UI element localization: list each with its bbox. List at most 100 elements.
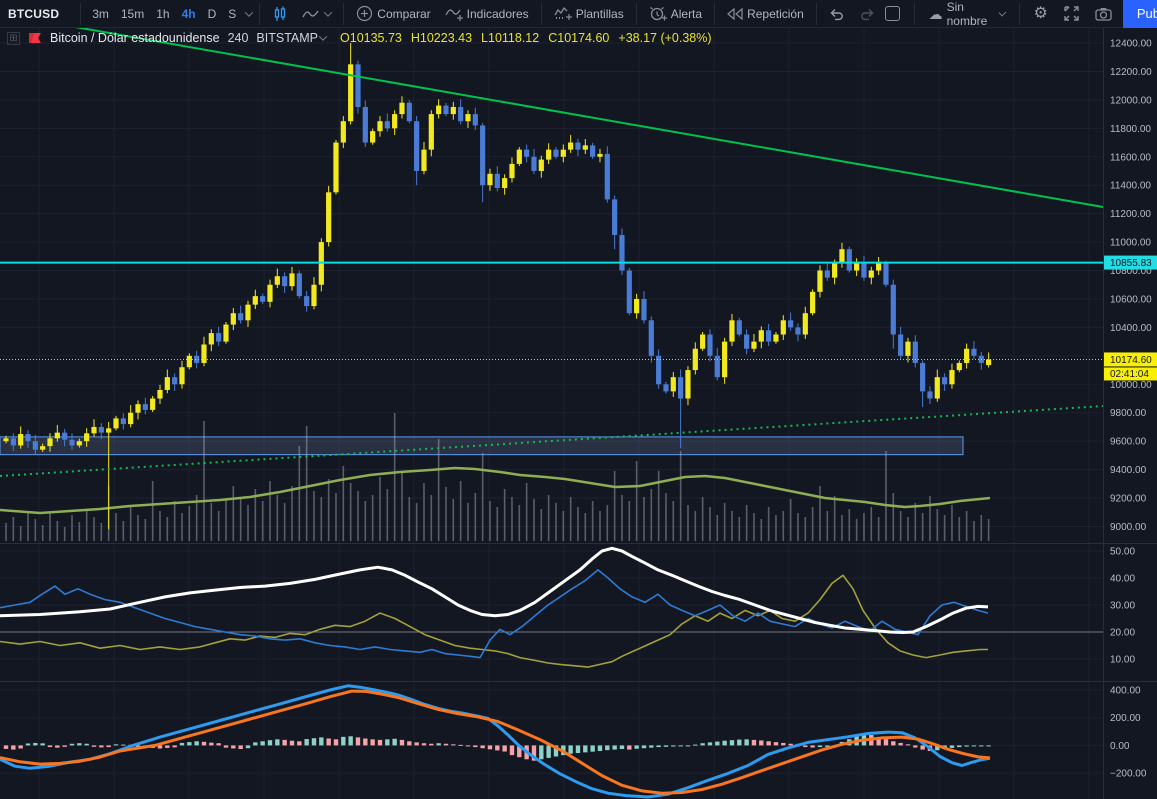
compare-label: Comparar	[377, 6, 431, 21]
svg-text:11400.00: 11400.00	[1110, 181, 1151, 192]
macd-signal-line	[0, 689, 991, 795]
svg-text:9600.00: 9600.00	[1110, 437, 1147, 448]
publish-button[interactable]: Publicar	[1122, 0, 1157, 28]
timeframe-1d[interactable]: D	[207, 6, 217, 21]
volume-ma-line	[0, 466, 991, 515]
fullscreen-button[interactable]	[1059, 0, 1084, 27]
low-value: L10118.12	[481, 31, 540, 45]
compare-button[interactable]: Comparar	[351, 0, 435, 27]
undo-button[interactable]	[824, 0, 850, 27]
toolbar-separator	[259, 2, 261, 25]
dmi-indicator-layer	[0, 546, 1103, 668]
price-axis[interactable]: 12400.00 12200.00 12000.00 11800.00 11600.00…	[1110, 39, 1152, 780]
toolbar-left: BTCUSD 3m 15m 1h 4h D S Comparar	[0, 0, 880, 27]
toolbar-separator	[815, 2, 817, 25]
timeframe-15m[interactable]: 15m	[120, 6, 145, 21]
ascending-dotted-trendline	[0, 405, 1104, 477]
settings-gear-button[interactable]: ⚙	[1033, 4, 1048, 22]
timeframe-1w[interactable]: S	[228, 6, 237, 21]
svg-text:10800.00: 10800.00	[1110, 266, 1152, 277]
chevron-down-icon	[998, 8, 1007, 16]
price-labels: 10855.83 10174.60 02:41:04	[1104, 255, 1157, 381]
svg-text:12200.00: 12200.00	[1110, 67, 1152, 78]
legend-exchange-label: BITSTAMP	[256, 31, 319, 45]
svg-text:40.00: 40.00	[1110, 574, 1135, 585]
legend-symbol-title[interactable]: Bitcoin / Dólar estadounidense	[50, 31, 220, 45]
high-value: H10223.43	[410, 31, 473, 45]
legend-ohlc: O10135.73 H10223.43 L10118.12 C10174.60 …	[340, 31, 712, 45]
svg-text:10000.00: 10000.00	[1110, 380, 1152, 391]
svg-text:12400.00: 12400.00	[1110, 39, 1152, 50]
toolbar-separator	[913, 2, 915, 25]
svg-text:10855.83: 10855.83	[1110, 258, 1152, 269]
alert-button[interactable]: Alerta	[644, 0, 707, 27]
svg-text:−200.00: −200.00	[1110, 769, 1147, 780]
snapshot-camera-button[interactable]	[1090, 0, 1117, 27]
indicators-label: Indicadores	[466, 6, 529, 21]
chevron-down-icon	[324, 7, 333, 17]
supply-zone-rectangle[interactable]	[0, 436, 964, 456]
svg-text:02:41:04: 02:41:04	[1110, 369, 1149, 380]
chevron-down-icon	[318, 32, 328, 41]
drawings-layer[interactable]	[0, 23, 1104, 477]
svg-text:11000.00: 11000.00	[1110, 238, 1151, 249]
candles-layer	[3, 43, 992, 530]
pane-borders	[0, 28, 1157, 799]
svg-text:9800.00: 9800.00	[1110, 408, 1147, 419]
layout-icon	[884, 6, 900, 21]
timeframe-chevron-icon[interactable]	[245, 7, 254, 17]
svg-text:11200.00: 11200.00	[1110, 209, 1151, 220]
open-value: O10135.73	[340, 31, 402, 45]
line-style-dropdown[interactable]	[297, 0, 336, 27]
cloud-icon: ☁	[928, 5, 943, 22]
svg-text:50.00: 50.00	[1110, 547, 1135, 558]
svg-text:30.00: 30.00	[1110, 601, 1135, 612]
svg-text:20.00: 20.00	[1110, 628, 1135, 639]
replay-button[interactable]: Repetición	[722, 0, 809, 27]
redo-button[interactable]	[854, 0, 880, 27]
svg-text:11800.00: 11800.00	[1110, 124, 1151, 135]
toolbar-separator	[714, 2, 716, 25]
svg-text:10174.60: 10174.60	[1110, 355, 1152, 366]
countdown-label	[1104, 367, 1157, 381]
add-symbol-icon[interactable]: ⊞	[7, 31, 20, 45]
toolbar-separator	[540, 2, 542, 25]
legend-exchange-dropdown[interactable]: BITSTAMP	[256, 31, 328, 45]
svg-text:12000.00: 12000.00	[1110, 95, 1152, 106]
top-toolbar: BTCUSD 3m 15m 1h 4h D S Comparar	[0, 0, 1157, 28]
templates-button[interactable]: Plantillas	[549, 0, 629, 27]
svg-text:10400.00: 10400.00	[1110, 323, 1152, 334]
resistance-price-label	[1104, 255, 1157, 270]
legend-interval[interactable]: 240	[227, 31, 249, 45]
last-price-label	[1104, 352, 1157, 367]
descending-trendline	[57, 23, 1104, 208]
svg-text:11600.00: 11600.00	[1110, 152, 1151, 163]
svg-text:10600.00: 10600.00	[1110, 294, 1152, 305]
dmi-olive-line	[0, 574, 988, 668]
toolbar-separator	[635, 2, 637, 25]
replay-label: Repetición	[747, 6, 804, 21]
timeframe-4h[interactable]: 4h	[181, 6, 196, 21]
grid-layer	[0, 28, 1103, 799]
svg-text:9000.00: 9000.00	[1110, 522, 1147, 533]
templates-label: Plantillas	[575, 6, 624, 21]
svg-text:0.00: 0.00	[1110, 741, 1130, 752]
timeframe-1h[interactable]: 1h	[156, 6, 170, 21]
indicators-button[interactable]: Indicadores	[440, 0, 534, 27]
toolbar-separator	[343, 2, 345, 25]
symbol-logo-icon	[29, 33, 41, 43]
change-value: +38.17 (+0.38%)	[618, 31, 712, 45]
toolbar-separator	[80, 2, 82, 25]
cloud-save-menu[interactable]: ☁ Sin nombre	[924, 0, 1010, 28]
svg-text:9400.00: 9400.00	[1110, 465, 1147, 476]
toolbar-separator	[1018, 2, 1020, 25]
layout-select-button[interactable]	[880, 0, 905, 27]
adx-white-line	[0, 546, 989, 634]
svg-text:10.00: 10.00	[1110, 655, 1135, 666]
symbol-search-button[interactable]: BTCUSD	[8, 6, 60, 21]
timeframe-3m[interactable]: 3m	[92, 6, 109, 21]
macd-line	[0, 684, 991, 799]
candlestick-chart-type-icon[interactable]	[267, 0, 293, 27]
